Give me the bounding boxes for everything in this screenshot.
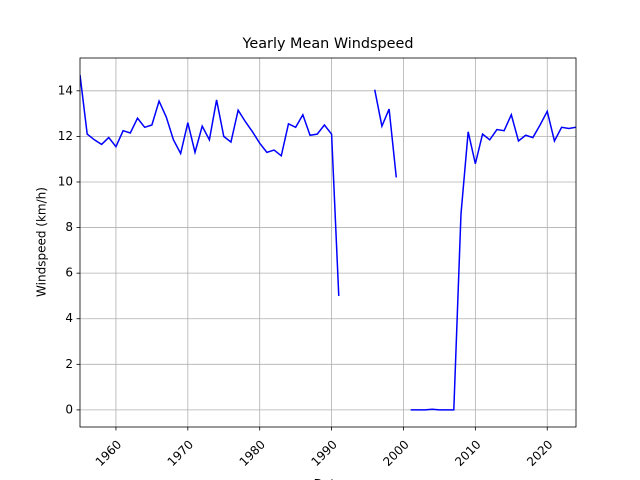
plot-frame (79, 57, 577, 428)
y-tick-label: 14 (58, 83, 73, 97)
y-tick-label: 2 (65, 357, 73, 371)
x-tick-label: 2020 (524, 437, 555, 468)
x-tick-label: 2000 (380, 437, 411, 468)
y-axis-label: Windspeed (km/h) (35, 187, 49, 297)
x-axis-label: Date (314, 477, 343, 480)
y-tick-label: 0 (65, 402, 73, 416)
data-line (80, 74, 576, 411)
chart-title: Yearly Mean Windspeed (242, 36, 414, 52)
y-tick-label: 6 (65, 266, 73, 280)
y-tick-label: 8 (65, 220, 73, 234)
x-tick-label: 1980 (237, 437, 268, 468)
y-tick-label: 10 (58, 174, 73, 188)
y-tick-label: 4 (65, 311, 73, 325)
x-tick-label: 1990 (308, 437, 339, 468)
x-tick-label: 1970 (165, 437, 196, 468)
x-tick-label: 2010 (452, 437, 483, 468)
y-tick-label: 12 (58, 129, 73, 143)
x-tick-label: 1960 (93, 437, 124, 468)
